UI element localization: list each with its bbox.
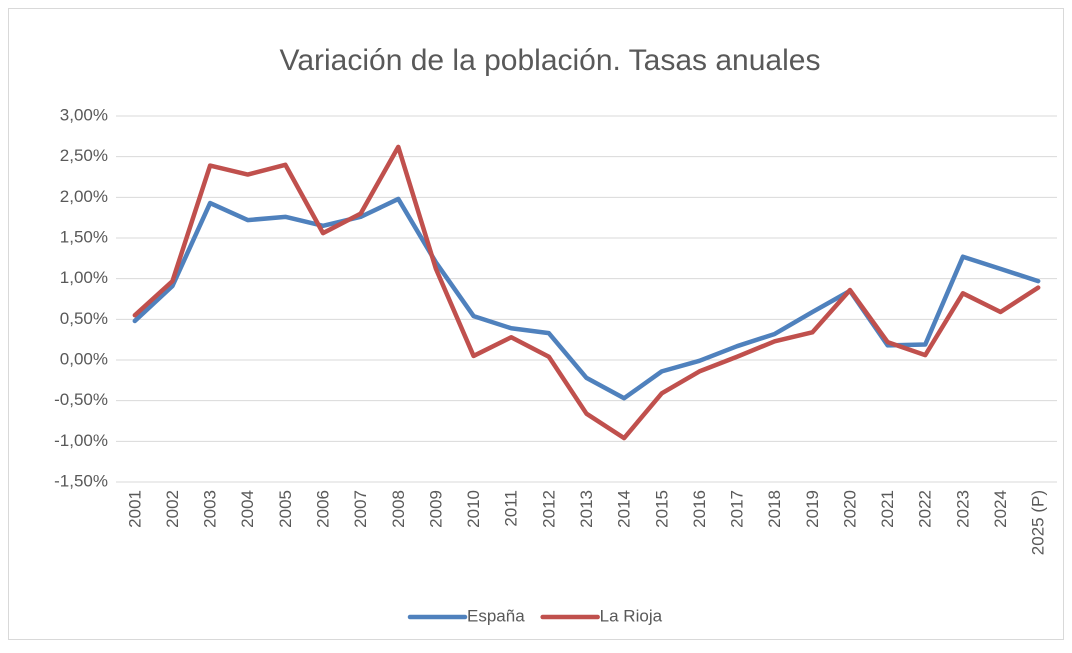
y-tick-label: -1,00% — [54, 431, 108, 450]
x-tick-label: 2024 — [991, 490, 1010, 528]
x-tick-label: 2025 (P) — [1029, 490, 1048, 555]
y-tick-label: 1,00% — [60, 268, 108, 287]
x-tick-label: 2013 — [577, 490, 596, 528]
x-tick-label: 2006 — [314, 490, 333, 528]
y-tick-label: 2,50% — [60, 146, 108, 165]
x-tick-label: 2005 — [276, 490, 295, 528]
x-tick-label: 2004 — [238, 490, 257, 528]
x-tick-label: 2014 — [615, 490, 634, 528]
x-tick-label: 2010 — [464, 490, 483, 528]
x-tick-label: 2016 — [690, 490, 709, 528]
x-tick-label: 2015 — [652, 490, 671, 528]
x-tick-label: 2021 — [878, 490, 897, 528]
series-line — [132, 196, 1041, 401]
y-tick-label: -0,50% — [54, 390, 108, 409]
x-tick-label: 2018 — [765, 490, 784, 528]
x-tick-label: 2022 — [916, 490, 935, 528]
x-tick-label: 2017 — [728, 490, 747, 528]
y-tick-label: -1,50% — [54, 471, 108, 490]
legend-label: España — [467, 606, 525, 625]
series-line — [132, 144, 1041, 441]
x-tick-label: 2011 — [502, 490, 521, 527]
y-tick-label: 1,50% — [60, 227, 108, 246]
legend-label: La Rioja — [600, 606, 663, 625]
x-tick-label: 2002 — [163, 490, 182, 528]
x-tick-label: 2012 — [539, 490, 558, 528]
x-tick-label: 2009 — [426, 490, 445, 528]
x-tick-label: 2019 — [803, 490, 822, 528]
x-tick-label: 2020 — [840, 490, 859, 528]
x-tick-label: 2007 — [351, 490, 370, 528]
x-tick-label: 2003 — [201, 490, 220, 528]
x-tick-label: 2001 — [125, 490, 144, 528]
x-tick-label: 2023 — [953, 490, 972, 528]
y-tick-label: 3,00% — [60, 105, 108, 124]
y-tick-label: 0,00% — [60, 349, 108, 368]
chart-title: Variación de la población. Tasas anuales — [280, 44, 821, 77]
y-tick-label: 2,00% — [60, 187, 108, 206]
chart-border — [8, 8, 1064, 640]
x-tick-label: 2008 — [389, 490, 408, 528]
y-tick-label: 0,50% — [60, 309, 108, 328]
